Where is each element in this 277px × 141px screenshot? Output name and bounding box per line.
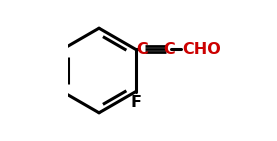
Text: F: F — [130, 95, 141, 110]
Text: C: C — [136, 42, 148, 57]
Text: C: C — [163, 42, 175, 57]
Text: CHO: CHO — [182, 42, 221, 57]
